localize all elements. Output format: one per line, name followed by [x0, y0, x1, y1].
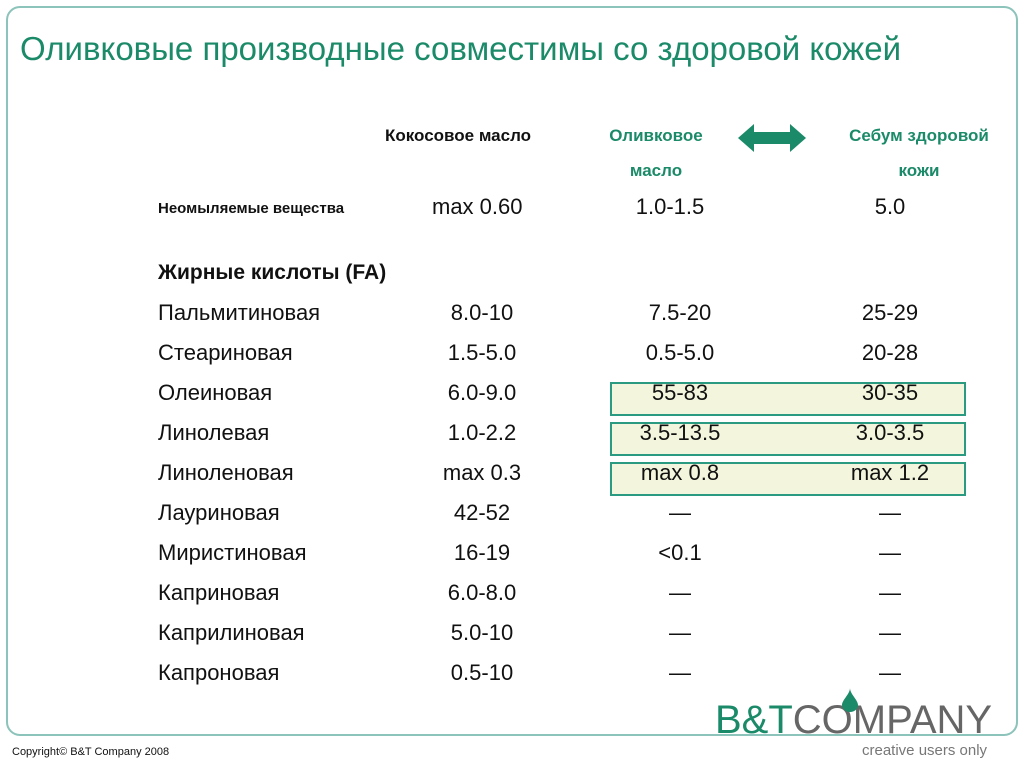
- fatty-acids-heading: Жирные кислоты (FA): [158, 261, 387, 284]
- unsaponifiable-olive: 1.0-1.5: [635, 194, 705, 219]
- copyright: Copyright© B&T Company 2008: [12, 746, 170, 758]
- slide-frame: [6, 6, 1018, 736]
- row-name: Линоленовая: [158, 460, 294, 485]
- header-coconut: Кокосовое масло: [385, 126, 532, 145]
- row-olive: 7.5-20: [648, 300, 712, 325]
- header-sebum: Себум здоровой кожи: [849, 126, 989, 180]
- row-olive: —: [669, 580, 691, 605]
- unsaponifiable-sebum: 5.0: [874, 194, 906, 219]
- company-logo: B&TCOMPANY: [715, 698, 993, 742]
- row-name: Каприлиновая: [158, 620, 305, 645]
- row-olive: 0.5-5.0: [645, 340, 715, 365]
- row-olive: —: [669, 620, 691, 645]
- row-sebum: max 1.2: [850, 460, 930, 485]
- row-olive: 55-83: [651, 380, 709, 405]
- row-sebum: —: [879, 660, 901, 685]
- row-olive: 3.5-13.5: [639, 420, 721, 445]
- page-title: Оливковые производные совместимы со здор…: [20, 30, 902, 67]
- row-coconut: 42-52: [453, 500, 511, 525]
- row-name: Олеиновая: [158, 380, 273, 405]
- highlight-box: [610, 462, 966, 496]
- row-sebum: 20-28: [861, 340, 919, 365]
- row-coconut: max 0.3: [442, 460, 522, 485]
- double-arrow-icon: [738, 124, 806, 152]
- row-coconut: 6.0-9.0: [447, 380, 517, 405]
- row-olive: max 0.8: [640, 460, 720, 485]
- row-sebum: —: [879, 500, 901, 525]
- row-sebum: —: [879, 620, 901, 645]
- row-name: Капроновая: [158, 660, 280, 685]
- row-sebum: —: [879, 580, 901, 605]
- row-olive: <0.1: [658, 540, 702, 565]
- row-sebum: 30-35: [861, 380, 919, 405]
- highlight-box: [610, 382, 966, 416]
- unsaponifiable-coconut: max 0.60: [432, 194, 523, 219]
- droplet-icon: [842, 688, 858, 712]
- row-sebum: 3.0-3.5: [855, 420, 925, 445]
- row-name: Миристиновая: [158, 540, 307, 565]
- row-coconut: 1.5-5.0: [447, 340, 517, 365]
- row-sebum: 25-29: [861, 300, 919, 325]
- row-olive: —: [669, 500, 691, 525]
- highlight-box: [610, 422, 966, 456]
- row-coconut: 6.0-8.0: [447, 580, 517, 605]
- row-name: Лауриновая: [158, 500, 280, 525]
- row-sebum: —: [879, 540, 901, 565]
- row-name: Пальмитиновая: [158, 300, 321, 325]
- row-coconut: 1.0-2.2: [447, 420, 517, 445]
- row-name: Стеариновая: [158, 340, 293, 365]
- row-coconut: 5.0-10: [450, 620, 514, 645]
- row-olive: —: [669, 660, 691, 685]
- row-coconut: 16-19: [453, 540, 511, 565]
- logo-tagline: creative users only: [862, 742, 988, 759]
- row-name: Каприновая: [158, 580, 280, 605]
- header-olive: Оливковое масло: [609, 126, 703, 180]
- row-name: Линолевая: [158, 420, 270, 445]
- row-coconut: 8.0-10: [450, 300, 514, 325]
- row-coconut: 0.5-10: [450, 660, 514, 685]
- unsaponifiable-label: Неомыляемые вещества: [158, 200, 345, 217]
